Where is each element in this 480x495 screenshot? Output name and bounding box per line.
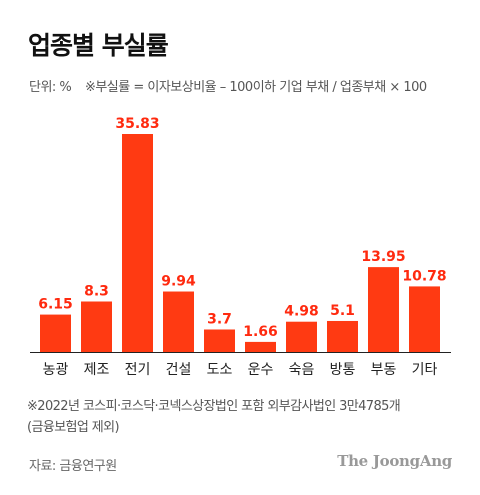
category-label-4: 도소 bbox=[207, 362, 233, 378]
value-label-9: 10.78 bbox=[402, 268, 446, 284]
category-label-7: 방통 bbox=[330, 362, 356, 378]
unit-label: 단위: % bbox=[29, 80, 72, 95]
category-label-1: 제조 bbox=[84, 362, 110, 378]
category-label-2: 전기 bbox=[125, 362, 151, 378]
footnote: ※2022년 코스피·코스닥·코넥스상장법인 포함 외부감사법인 3만4785개… bbox=[27, 396, 401, 438]
category-label-0: 농광 bbox=[43, 362, 69, 378]
value-label-5: 1.66 bbox=[243, 324, 278, 340]
brand-logo: The JoongAng bbox=[337, 452, 452, 470]
category-label-9: 기타 bbox=[412, 362, 438, 378]
bar-8 bbox=[368, 267, 399, 352]
page-title: 업종별 부실률 bbox=[28, 31, 169, 60]
bar-chart: 6.15 농광 8.3 제조 35.83 전기 9.94 건설 3.7 도소 1.66 운수 4.98 숙… bbox=[30, 116, 451, 378]
source-label: 자료: 금융연구원 bbox=[29, 459, 117, 474]
bar-7 bbox=[327, 320, 358, 352]
chart-subtitle: 단위: % ※부실률 = 이자보상비율 – 100이하 기업 부채 / 업종부채… bbox=[29, 76, 427, 95]
bar-5 bbox=[245, 341, 276, 352]
category-label-3: 건설 bbox=[166, 362, 192, 378]
footnote-line-1: ※2022년 코스피·코스닥·코넥스상장법인 포함 외부감사법인 3만4785개 bbox=[27, 399, 401, 414]
footnote-line-2: (금융보험업 제외) bbox=[27, 420, 120, 435]
bar-1 bbox=[81, 301, 112, 352]
category-label-5: 운수 bbox=[248, 362, 274, 378]
value-label-6: 4.98 bbox=[284, 304, 319, 320]
bar-3 bbox=[163, 291, 194, 352]
value-label-4: 3.7 bbox=[207, 311, 232, 327]
value-label-3: 9.94 bbox=[161, 274, 196, 290]
bar-6 bbox=[286, 321, 317, 352]
value-label-2: 35.83 bbox=[115, 116, 159, 132]
value-label-0: 6.15 bbox=[38, 297, 73, 313]
definition-note: ※부실률 = 이자보상비율 – 100이하 기업 부채 / 업종부채 × 100 bbox=[84, 80, 427, 95]
value-label-1: 8.3 bbox=[84, 284, 109, 300]
bar-0 bbox=[40, 314, 71, 352]
bar-2 bbox=[122, 134, 153, 352]
category-label-6: 숙음 bbox=[289, 362, 315, 378]
value-label-7: 5.1 bbox=[330, 303, 355, 319]
bar-9 bbox=[409, 286, 440, 352]
bar-4 bbox=[204, 329, 235, 352]
value-label-8: 13.95 bbox=[361, 249, 405, 265]
category-label-8: 부동 bbox=[371, 362, 397, 378]
